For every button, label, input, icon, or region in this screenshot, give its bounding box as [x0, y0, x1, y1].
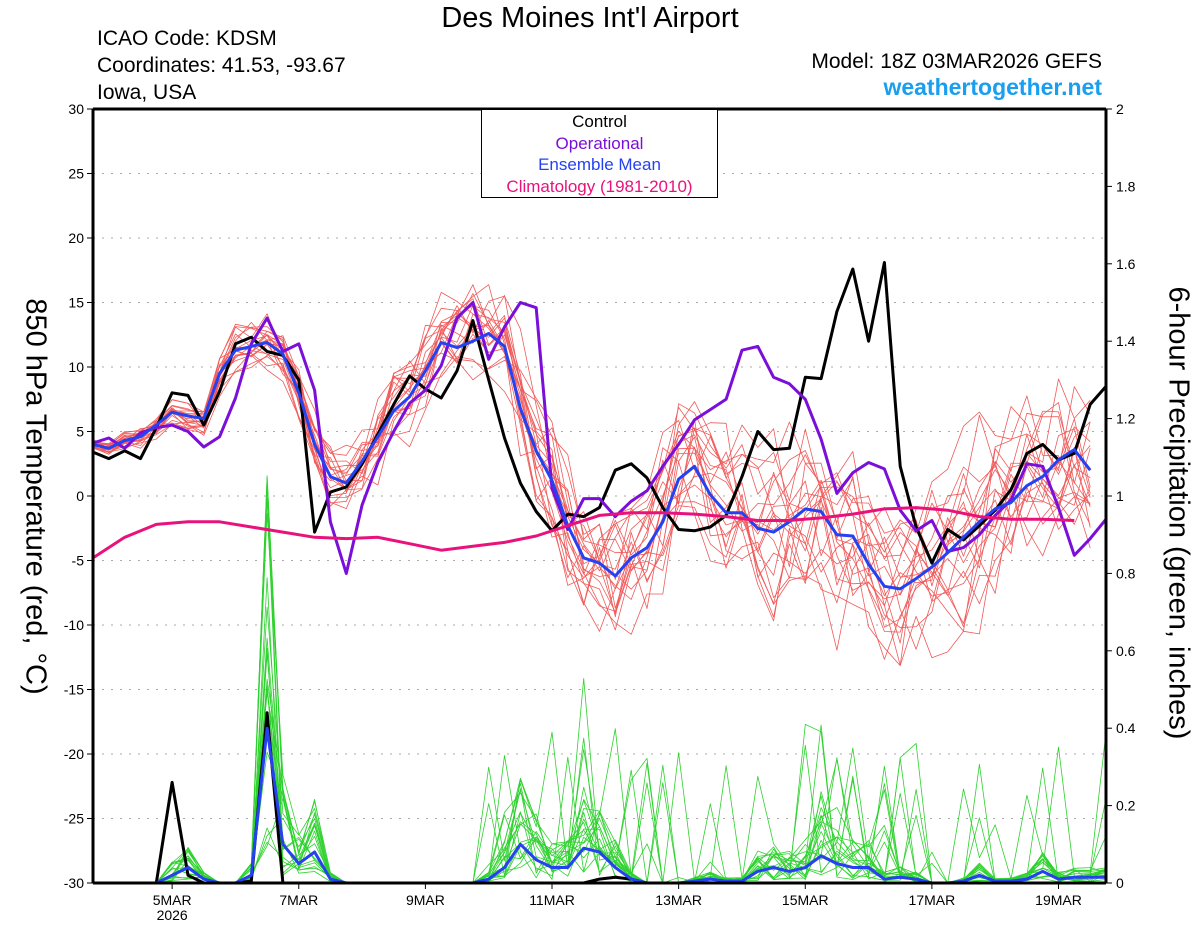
legend-control: Control: [572, 112, 627, 131]
y-tick-label: -20: [64, 746, 84, 762]
x-tick-label: 15MAR: [782, 892, 829, 908]
y2-tick-label: 1.2: [1116, 411, 1136, 427]
ensemble-member-temperature-line: [93, 319, 1091, 660]
site-link[interactable]: weathertogether.net: [883, 74, 1102, 100]
model-run: Model: 18Z 03MAR2026 GEFS: [811, 50, 1102, 73]
y-tick-label: 10: [68, 359, 84, 375]
y2-tick-label: 0.2: [1116, 798, 1136, 814]
y-tick-label: -15: [64, 682, 84, 698]
y2-tick-label: 0: [1116, 875, 1124, 891]
ensemble-member-temperature-line: [93, 295, 1091, 629]
y2-tick-label: 1: [1116, 488, 1124, 504]
ensemble-member-precipitation-line: [93, 498, 1106, 883]
x-tick-label: 5MAR: [153, 892, 192, 908]
ensemble-member-precipitation-line: [93, 577, 1106, 883]
y-tick-label: 5: [76, 424, 84, 440]
y2-tick-label: 0.8: [1116, 565, 1136, 581]
ensemble-member-precipitation-line: [93, 475, 1106, 883]
y2-tick-label: 2: [1116, 101, 1124, 117]
y-tick-label: 25: [68, 166, 84, 182]
y2-tick-label: 1.4: [1116, 333, 1136, 349]
ensemble-member-precipitation-line: [93, 684, 1106, 883]
x-tick-year: 2026: [157, 907, 188, 923]
control-temperature-line: [93, 261, 1106, 565]
legend-climatology: Climatology (1981-2010): [506, 176, 693, 196]
ensemble-member-precipitation-line: [93, 513, 1106, 883]
y2-tick-label: 0.6: [1116, 643, 1136, 659]
ensemble-member-temperature-line: [93, 313, 1091, 596]
ensemble-member-temperature-line: [93, 317, 1091, 597]
ensemble-member-precipitation-line: [93, 606, 1106, 883]
x-tick-label: 7MAR: [279, 892, 318, 908]
x-tick-label: 9MAR: [406, 892, 445, 908]
plot-series: [93, 261, 1106, 883]
y-tick-label: 0: [76, 488, 84, 504]
y2-tick-label: 1.8: [1116, 178, 1136, 194]
ensemble-mean-precipitation-line: [93, 726, 1106, 883]
x-tick-label: 17MAR: [909, 892, 956, 908]
y-tick-label: -10: [64, 617, 84, 633]
legend-ensemble-mean: Ensemble Mean: [538, 155, 661, 174]
y-tick-label: 30: [68, 101, 84, 117]
region: Iowa, USA: [97, 81, 197, 104]
climatology-temperature-line: [93, 506, 1075, 560]
y-tick-label: -25: [64, 811, 84, 827]
ensemble-member-precipitation-line: [93, 776, 1106, 883]
ensemble-member-temperature-line: [93, 293, 1091, 644]
chart-title: Des Moines Int'l Airport: [441, 2, 739, 34]
y-tick-label: 15: [68, 295, 84, 311]
ensemble-member-precipitation-line: [93, 678, 1106, 883]
legend-operational: Operational: [555, 133, 644, 153]
ensemble-member-temperature-line: [93, 333, 1091, 666]
ensemble-member-temperature-line: [93, 291, 1091, 633]
legend: Control Operational Ensemble Mean Climat…: [481, 110, 718, 198]
y2-tick-label: 1.6: [1116, 256, 1136, 272]
ensemble-mean-temperature-line: [93, 332, 1092, 591]
x-tick-label: 11MAR: [529, 892, 575, 908]
icao-code: ICAO Code: KDSM: [97, 27, 277, 50]
ensemble-member-temperature-line: [93, 315, 1091, 650]
y-tick-label: -30: [64, 875, 84, 891]
ensemble-member-precipitation-line: [93, 653, 1106, 883]
coordinates: Coordinates: 41.53, -93.67: [97, 54, 346, 77]
y-tick-label: -5: [72, 553, 85, 569]
ensemble-member-temperature-line: [93, 284, 1091, 631]
x-tick-label: 13MAR: [655, 892, 702, 908]
ensemble-member-precipitation-line: [93, 751, 1106, 883]
ensemble-member-temperature-line: [93, 305, 1091, 666]
ensemble-member-temperature-line: [93, 354, 1091, 632]
ensemble-member-precipitation-line: [93, 484, 1106, 883]
y2-tick-label: 0.4: [1116, 720, 1136, 736]
ensemble-member-precipitation-line: [93, 678, 1106, 883]
ensemble-member-precipitation-line: [93, 737, 1106, 883]
ensemble-member-temperature-line: [93, 326, 1091, 624]
y-tick-label: 20: [68, 230, 84, 246]
x-tick-label: 19MAR: [1035, 892, 1082, 908]
